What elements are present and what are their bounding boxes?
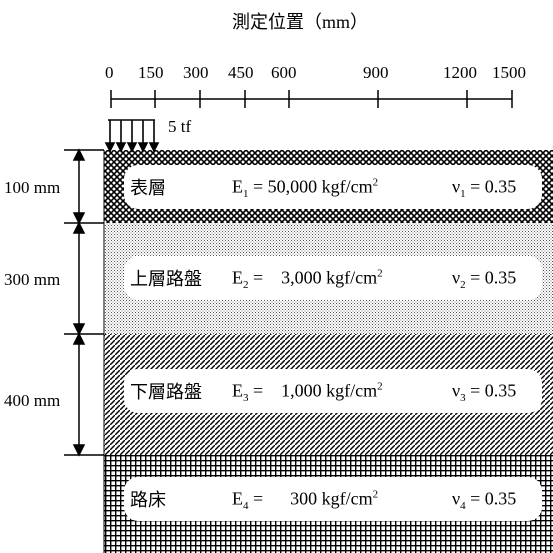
layer-name: 表層 [130,178,166,198]
load-arrows [104,119,160,153]
position-label: 300 [183,63,209,82]
layer-name: 下層路盤 [130,382,202,402]
position-scale [110,90,513,108]
thickness-label: 400 mm [4,391,61,410]
layer-info-subgrade: 路床 E4 = 300 kgf/cm2 ν4 = 0.35 [124,477,542,521]
thickness-label: 100 mm [4,178,61,197]
diagram-title: 測定位置（mm） [232,12,369,32]
modulus: E1 = 50,000 kgf/cm2 [232,176,379,201]
position-label: 450 [228,63,254,82]
position-label: 150 [138,63,164,82]
load-label: 5 tf [168,117,192,136]
layer-info-upper-base: 上層路盤 E2 = 3,000 kgf/cm2 ν2 = 0.35 [124,256,542,300]
layer-info-surface: 表層 E1 = 50,000 kgf/cm2 ν1 = 0.35 [124,165,542,209]
thickness-dimensions [64,148,104,457]
position-label: 900 [363,63,389,82]
position-label: 0 [105,63,114,82]
modulus: E2 = 3,000 kgf/cm2 [232,267,383,292]
poisson-ratio: ν2 = 0.35 [452,267,517,292]
layer-name: 上層路盤 [130,269,202,289]
modulus: E4 = 300 kgf/cm2 [232,488,379,513]
position-label: 1200 [443,63,477,82]
thickness-label: 300 mm [4,270,61,289]
position-label: 1500 [492,63,526,82]
poisson-ratio: ν4 = 0.35 [452,488,517,513]
poisson-ratio: ν1 = 0.35 [452,176,517,201]
poisson-ratio: ν3 = 0.35 [452,380,517,405]
layer-name: 路床 [130,490,166,510]
position-label: 600 [271,63,297,82]
layer-info-lower-base: 下層路盤 E3 = 1,000 kgf/cm2 ν3 = 0.35 [124,369,542,413]
modulus: E3 = 1,000 kgf/cm2 [232,380,383,405]
